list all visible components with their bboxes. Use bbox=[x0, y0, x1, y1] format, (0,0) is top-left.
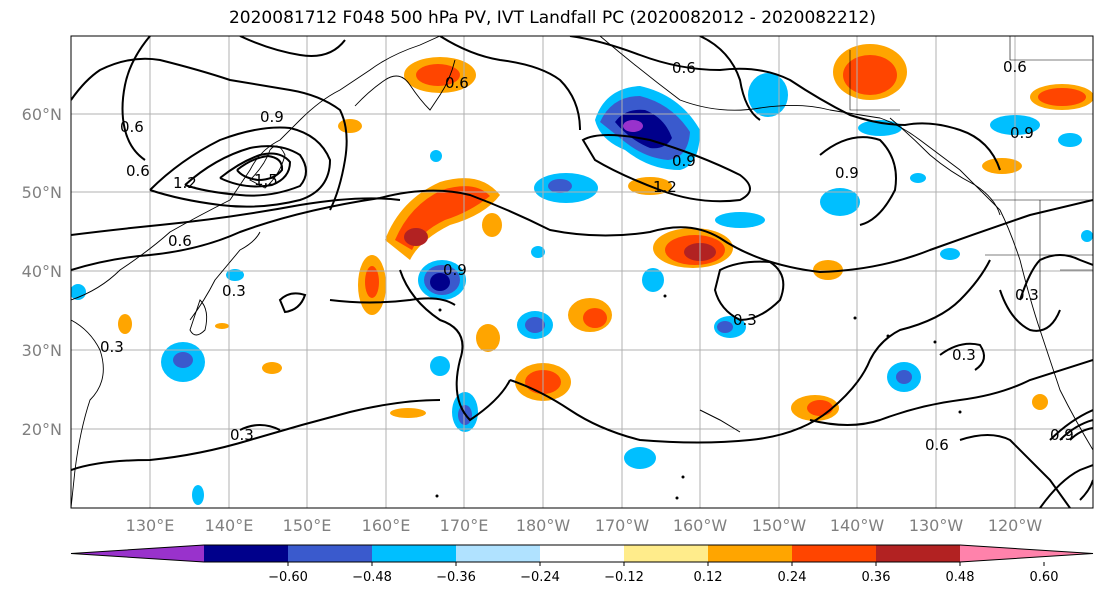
lon-label: 130°E bbox=[126, 516, 175, 535]
contour-label: 0.6 bbox=[672, 59, 696, 77]
lon-label: 160°W bbox=[673, 516, 728, 535]
contour-label: 0.6 bbox=[126, 162, 150, 180]
contour-label: 0.3 bbox=[100, 338, 124, 356]
contour-label: 1.2 bbox=[173, 174, 197, 192]
colorbar-segment bbox=[792, 545, 877, 562]
pv-contours bbox=[71, 36, 1093, 508]
map-content bbox=[71, 36, 1093, 508]
colorbar-tick-label: −0.36 bbox=[436, 570, 476, 585]
islands bbox=[435, 294, 962, 500]
lon-label: 150°W bbox=[752, 516, 807, 535]
contour-label: 0.9 bbox=[443, 261, 467, 279]
colorbar-tick-label: −0.48 bbox=[352, 570, 392, 585]
contour-label: 0.6 bbox=[445, 74, 469, 92]
contour-label: 1.2 bbox=[653, 178, 677, 196]
borders bbox=[849, 36, 1093, 330]
lat-label: 50°N bbox=[22, 183, 62, 202]
colorbar-segment bbox=[456, 545, 541, 562]
map-frame bbox=[70, 35, 1094, 509]
map-title: 2020081712 F048 500 hPa PV, IVT Landfall… bbox=[228, 8, 876, 28]
colorbar-segment bbox=[708, 545, 793, 562]
lat-label: 40°N bbox=[22, 262, 62, 281]
lon-label: 160°E bbox=[362, 516, 411, 535]
lon-label: 140°W bbox=[830, 516, 885, 535]
latitude-labels: 60°N 50°N 40°N 30°N 20°N bbox=[22, 105, 62, 439]
contour-label: 0.3 bbox=[952, 346, 976, 364]
lon-label: 170°E bbox=[440, 516, 489, 535]
colorbar-tick-label: 0.12 bbox=[694, 570, 723, 585]
colorbar-segment bbox=[372, 545, 457, 562]
graticule bbox=[71, 36, 1093, 508]
lon-label: 170°W bbox=[595, 516, 650, 535]
contour-label: 0.6 bbox=[1003, 58, 1027, 76]
contour-label: 0.3 bbox=[1015, 286, 1039, 304]
contour-label: 0.6 bbox=[168, 232, 192, 250]
contour-label: 0.9 bbox=[672, 152, 696, 170]
pv-shading bbox=[71, 44, 1093, 505]
colorbar-segment bbox=[204, 545, 289, 562]
contour-label: 0.3 bbox=[733, 311, 757, 329]
contour-label: 0.9 bbox=[260, 108, 284, 126]
lon-label: 140°E bbox=[205, 516, 254, 535]
lat-label: 20°N bbox=[22, 420, 62, 439]
colorbar-tick-label: 0.36 bbox=[862, 570, 891, 585]
contour-label-layer: 0.6 0.9 0.6 1.2 1.5 0.6 0.9 0.6 0.9 1.2 … bbox=[100, 58, 1074, 454]
lon-label: 130°W bbox=[909, 516, 964, 535]
contour-label: 0.3 bbox=[222, 282, 246, 300]
contour-label: 0.9 bbox=[1010, 124, 1034, 142]
coastlines bbox=[71, 36, 1093, 508]
contour-label: 0.6 bbox=[120, 118, 144, 136]
lat-label: 60°N bbox=[22, 105, 62, 124]
contour-label: 1.5 bbox=[254, 171, 278, 189]
lon-label: 120°W bbox=[988, 516, 1043, 535]
colorbar: −0.60 −0.48 −0.36 −0.24 −0.12 0.12 0.24 0.36 0.4… bbox=[70, 544, 1094, 585]
colorbar-tick-label: 0.60 bbox=[1030, 570, 1059, 585]
lon-label: 180°W bbox=[516, 516, 571, 535]
colorbar-extend-low bbox=[71, 545, 204, 562]
colorbar-segment bbox=[624, 545, 709, 562]
colorbar-segment bbox=[288, 545, 373, 562]
contour-label: 0.6 bbox=[925, 436, 949, 454]
colorbar-tick-label: 0.48 bbox=[946, 570, 975, 585]
colorbar-segment bbox=[876, 545, 961, 562]
colorbar-tick-label: −0.12 bbox=[604, 570, 644, 585]
colorbar-tick-label: 0.24 bbox=[778, 570, 807, 585]
colorbar-tick-label: −0.60 bbox=[268, 570, 308, 585]
contour-label: 0.3 bbox=[230, 426, 254, 444]
colorbar-tick-label: −0.24 bbox=[520, 570, 560, 585]
lon-label: 150°E bbox=[283, 516, 332, 535]
colorbar-segment bbox=[540, 545, 625, 562]
colorbar-extend-high bbox=[960, 545, 1093, 562]
contour-label: 0.9 bbox=[1050, 426, 1074, 444]
contour-label: 0.9 bbox=[835, 164, 859, 182]
longitude-labels: 130°E 140°E 150°E 160°E 170°E 180°W 170°… bbox=[126, 516, 1043, 535]
lat-label: 30°N bbox=[22, 341, 62, 360]
colorbar-outline bbox=[70, 544, 1094, 563]
